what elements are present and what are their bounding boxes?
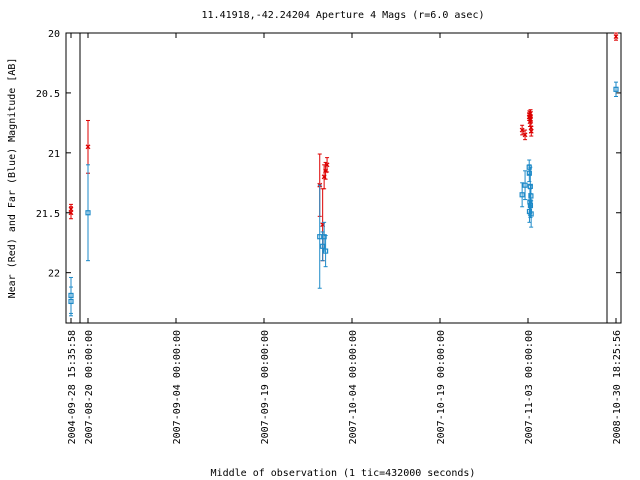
square-marker <box>85 210 91 216</box>
x-tick-label: 2007-10-04 00:00:00 <box>348 330 359 444</box>
x-tick-label: 2007-11-03 00:00:00 <box>524 330 535 444</box>
far-point <box>519 182 525 208</box>
x-tick-label: 2008-10-30 18:25:56 <box>612 330 623 444</box>
x-marker <box>85 144 91 150</box>
data-marks <box>68 32 619 317</box>
far-point <box>522 170 528 201</box>
far-point <box>317 184 323 289</box>
near-point <box>522 129 528 141</box>
x-tick-label: 2007-09-19 00:00:00 <box>260 330 271 444</box>
near-point <box>528 125 534 137</box>
square-marker <box>519 192 525 198</box>
square-marker <box>68 298 74 305</box>
x-marker <box>324 162 330 168</box>
y-axis-label: Near (Red) and Far (Blue) Magnitude [AB] <box>7 58 18 299</box>
square-marker <box>526 170 532 176</box>
x-tick-label: 2007-08-20 00:00:00 <box>84 330 95 444</box>
near-point <box>613 32 619 41</box>
x-marker <box>519 127 525 133</box>
square-marker <box>613 86 619 92</box>
square-marker <box>320 243 326 249</box>
x-axis-label: Middle of observation (1 tic=432000 seco… <box>211 468 476 479</box>
square-marker <box>528 211 534 217</box>
plot-frame <box>65 32 622 324</box>
x-tick-label: 2007-09-04 00:00:00 <box>172 330 183 444</box>
far-point <box>323 235 329 268</box>
x-tick-label: 2004-09-28 15:35:58 <box>67 330 78 444</box>
far-point <box>613 81 619 98</box>
square-marker <box>527 183 533 189</box>
x-marker <box>528 110 533 116</box>
x-marker <box>613 34 619 40</box>
x-tick-label: 2007-10-19 00:00:00 <box>436 330 447 444</box>
x-axis: 2004-09-28 15:35:58 2007-08-20 00:00:00 20… <box>67 33 623 444</box>
y-axis: 20 20.5 21 21.5 22 <box>36 29 621 280</box>
far-point <box>68 286 74 317</box>
y-tick-label: 20.5 <box>36 89 60 100</box>
y-tick-label: 22 <box>48 269 60 280</box>
far-point <box>85 164 91 262</box>
y-tick-label: 20 <box>48 29 60 40</box>
x-marker <box>522 132 528 138</box>
chart-title: 11.41918,-42.24204 Aperture 4 Mags (r=6.… <box>202 10 485 21</box>
far-point <box>528 200 534 228</box>
x-marker <box>528 128 534 134</box>
square-marker <box>321 234 327 240</box>
square-marker <box>528 193 534 199</box>
near-point <box>519 124 525 136</box>
square-marker <box>522 182 528 188</box>
near-point <box>324 157 330 173</box>
near-point <box>68 206 74 220</box>
y-tick-label: 21 <box>48 149 60 160</box>
square-marker <box>323 248 329 254</box>
y-tick-label: 21.5 <box>36 209 60 220</box>
x-marker <box>528 116 534 122</box>
x-marker <box>68 210 74 216</box>
